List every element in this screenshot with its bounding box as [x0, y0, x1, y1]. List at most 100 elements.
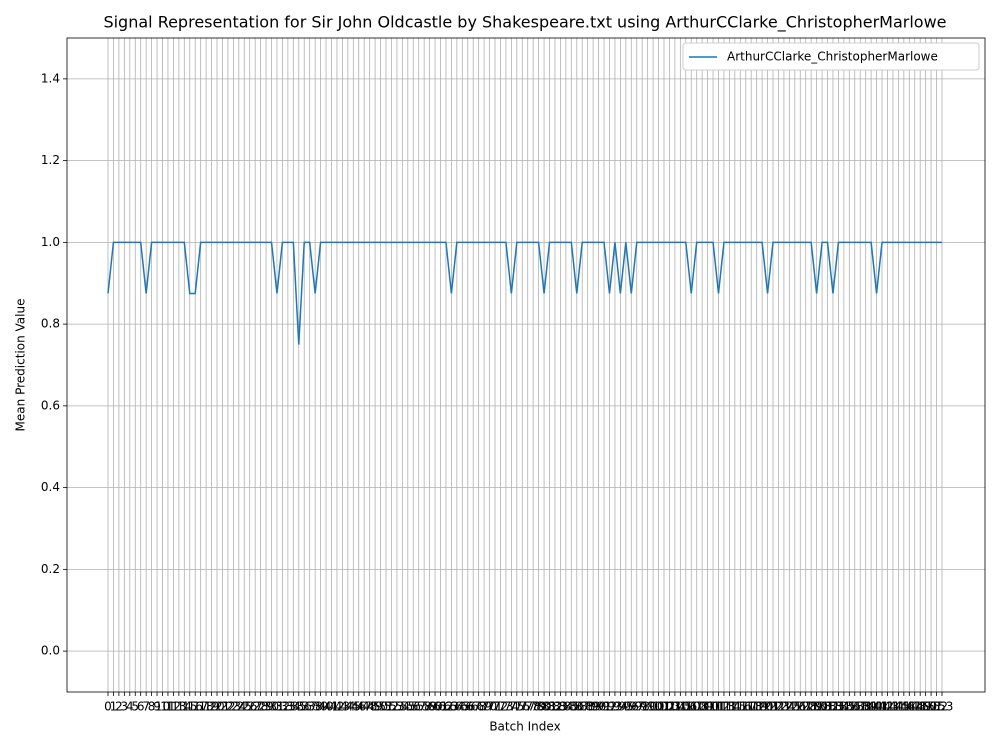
x-tick-label: 133: [822, 700, 845, 714]
x-tick-label: 31: [269, 700, 284, 714]
x-tick-label: 22: [220, 700, 235, 714]
x-tick-label: 119: [745, 700, 768, 714]
x-tick-label: 38: [307, 700, 322, 714]
x-tick-label: 134: [827, 700, 850, 714]
x-tick-label: 47: [357, 700, 372, 714]
x-tick-label: 58: [417, 700, 432, 714]
x-tick-label: 76: [515, 700, 530, 714]
x-tick-label: 75: [509, 700, 524, 714]
x-tick-label: 84: [558, 700, 573, 714]
x-tick-label: 69: [476, 700, 491, 714]
x-tick-label: 125: [778, 700, 801, 714]
x-tick-label: 122: [762, 700, 785, 714]
y-tick-label: 0.2: [41, 562, 60, 576]
x-tick-label: 139: [854, 700, 877, 714]
x-tick-label: 116: [729, 700, 752, 714]
x-tick-label: 65: [455, 700, 470, 714]
x-tick-label: 33: [280, 700, 295, 714]
x-tick-label: 113: [712, 700, 735, 714]
x-tick-label: 17: [193, 700, 208, 714]
x-tick-label: 51: [378, 700, 393, 714]
x-tick-label: 35: [291, 700, 306, 714]
x-tick-label: 150: [914, 700, 937, 714]
chart-title: Signal Representation for Sir John Oldca…: [103, 13, 946, 33]
x-tick-label: 142: [871, 700, 894, 714]
x-tick-label: 126: [783, 700, 806, 714]
x-tick-label: 44: [340, 700, 355, 714]
x-tick-label: 28: [253, 700, 268, 714]
x-tick-label: 7: [142, 700, 150, 714]
x-tick-label: 46: [351, 700, 366, 714]
x-tick-label: 132: [816, 700, 839, 714]
x-tick-label: 41: [324, 700, 339, 714]
x-tick-label: 141: [865, 700, 888, 714]
x-tick-label: 9: [153, 700, 161, 714]
x-tick-label: 55: [400, 700, 415, 714]
x-tick-label: 11: [160, 700, 175, 714]
data-line: [107, 241, 942, 345]
x-tick-label: 30: [264, 700, 279, 714]
x-tick-label: 114: [718, 700, 741, 714]
legend-label: ArthurCClarke_ChristopherMarlowe: [727, 50, 938, 64]
x-tick-label: 92: [602, 700, 617, 714]
x-tick-label: 59: [422, 700, 437, 714]
x-tick-label: 2: [115, 700, 123, 714]
x-tick-label: 110: [696, 700, 719, 714]
x-tick-label: 136: [838, 700, 861, 714]
x-tick-label: 152: [925, 700, 948, 714]
y-tick-label: 1.4: [41, 71, 60, 85]
y-tick-label: 0.0: [41, 644, 60, 658]
x-tick-label: 103: [658, 700, 681, 714]
x-tick-label: 90: [591, 700, 606, 714]
x-tick-label: 104: [663, 700, 686, 714]
x-tick-label: 82: [547, 700, 562, 714]
x-tick-label: 63: [444, 700, 459, 714]
x-tick-label: 23: [226, 700, 241, 714]
x-tick-label: 54: [395, 700, 410, 714]
x-tick-label: 73: [498, 700, 513, 714]
x-tick-label: 25: [237, 700, 252, 714]
x-tick-label: 86: [569, 700, 584, 714]
x-tick-label: 78: [526, 700, 541, 714]
x-tick-label: 4: [126, 700, 134, 714]
y-tick-label: 1.2: [41, 153, 60, 167]
x-tick-label: 32: [275, 700, 290, 714]
x-tick-label: 16: [188, 700, 203, 714]
x-tick-label: 10: [155, 700, 170, 714]
x-tick-label: 57: [411, 700, 426, 714]
x-tick-label: 8: [148, 700, 156, 714]
x-tick-label: 93: [607, 700, 622, 714]
x-tick-label: 6: [137, 700, 145, 714]
x-tick-label: 87: [575, 700, 590, 714]
x-tick-label: 15: [182, 700, 197, 714]
x-tick-label: 19: [204, 700, 219, 714]
x-tick-label: 72: [493, 700, 508, 714]
x-tick-label: 89: [585, 700, 600, 714]
x-tick-label: 123: [767, 700, 790, 714]
plot-frame: [66, 37, 986, 693]
x-tick-label: 129: [800, 700, 823, 714]
x-tick-label: 107: [680, 700, 703, 714]
x-tick-label: 85: [564, 700, 579, 714]
x-tick-label: 26: [242, 700, 257, 714]
legend-box: [682, 42, 980, 71]
x-tick-label: 147: [898, 700, 921, 714]
x-tick-label: 56: [406, 700, 421, 714]
x-tick-label: 45: [346, 700, 361, 714]
y-tick-label: 0.6: [41, 398, 60, 412]
x-tick-label: 138: [849, 700, 872, 714]
x-tick-label: 3: [121, 700, 129, 714]
x-tick-label: 100: [642, 700, 665, 714]
x-tick-label: 143: [876, 700, 899, 714]
x-tick-label: 96: [624, 700, 639, 714]
x-tick-label: 18: [198, 700, 213, 714]
x-tick-label: 37: [302, 700, 317, 714]
x-tick-label: 117: [734, 700, 757, 714]
x-tick-label: 12: [166, 700, 181, 714]
x-tick-label: 145: [887, 700, 910, 714]
x-tick-label: 106: [674, 700, 697, 714]
x-tick-label: 70: [482, 700, 497, 714]
x-tick-label: 131: [811, 700, 834, 714]
x-tick-label: 151: [920, 700, 943, 714]
x-tick-label: 149: [909, 700, 932, 714]
